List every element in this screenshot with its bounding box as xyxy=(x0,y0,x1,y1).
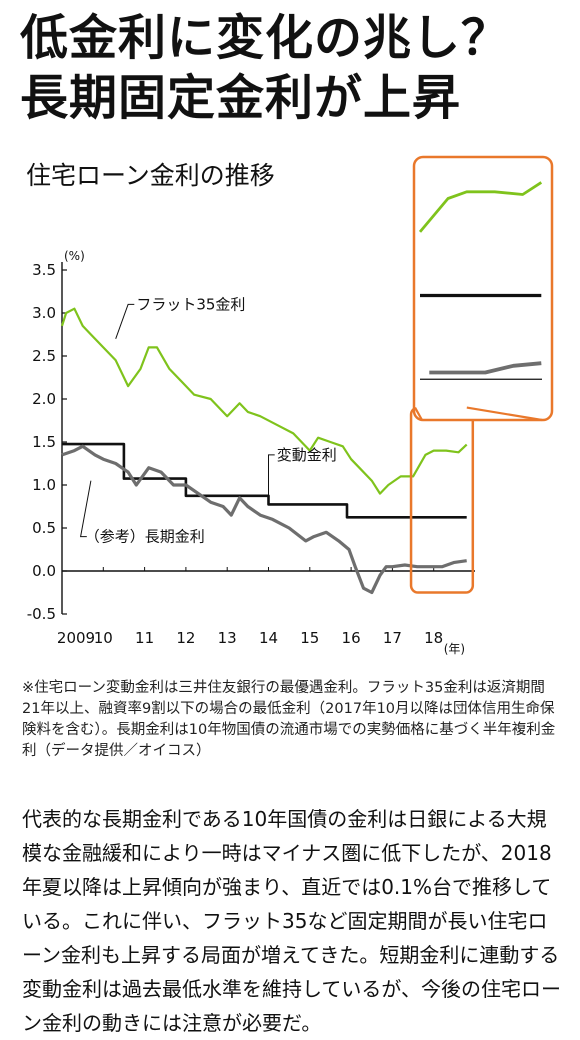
x-unit-label: (年) xyxy=(444,642,465,656)
inset-connector-right xyxy=(466,406,543,422)
y-unit-label: (%) xyxy=(64,249,85,263)
y-tick-label: 0.5 xyxy=(32,519,56,537)
y-tick-label: 2.5 xyxy=(32,347,56,365)
x-tick-label: 10 xyxy=(94,629,113,647)
headline-line-1: 低金利に変化の兆し？ xyxy=(20,10,511,66)
y-tick-label: 1.0 xyxy=(32,476,56,494)
chart-footnote: ※住宅ローン変動金利は三井住友銀行の最優遇金利。フラット35金利は返済期間21年… xyxy=(22,680,556,759)
x-tick-label: 18 xyxy=(424,629,443,647)
inset-flat35-line xyxy=(418,181,543,233)
y-tick-label: 3.5 xyxy=(32,261,56,279)
variable-leader-line xyxy=(268,454,275,498)
chart-subtitle: 住宅ローン金利の推移 xyxy=(26,161,275,190)
headline-line-2: 長期固定金利が上昇 xyxy=(20,70,462,126)
chart-series xyxy=(60,307,468,595)
zoom-inset xyxy=(409,155,554,594)
x-tick-label: 14 xyxy=(259,629,278,647)
series-longterm-line xyxy=(61,444,467,595)
x-tick-label: 12 xyxy=(176,629,195,647)
variable-label: 変動金利 xyxy=(277,446,337,464)
x-tick-label: 11 xyxy=(135,629,154,647)
x-tick-label: 13 xyxy=(218,629,237,647)
y-tick-label: 3.0 xyxy=(32,304,56,322)
inset-box xyxy=(412,155,554,422)
longterm-label: （参考）長期金利 xyxy=(85,528,205,546)
flat35-label: フラット35金利 xyxy=(136,295,245,313)
highlight-box xyxy=(409,406,475,594)
x-tick-label: 17 xyxy=(383,629,402,647)
x-tick-label: 15 xyxy=(300,629,319,647)
y-tick-label: 0.0 xyxy=(32,562,56,580)
series-variable-line xyxy=(62,442,467,519)
y-tick-label: 2.0 xyxy=(32,390,56,408)
longterm-leader-line xyxy=(79,480,92,538)
flat35-leader-line xyxy=(115,303,135,339)
inset-longterm-line xyxy=(429,361,542,375)
x-tick-label: 16 xyxy=(342,629,361,647)
headline: 低金利に変化の兆し？ 長期固定金利が上昇 xyxy=(20,8,570,128)
series-flat35-line xyxy=(60,307,468,495)
y-tick-label: 1.5 xyxy=(32,433,56,451)
x-tick-label: 2009 xyxy=(57,629,95,647)
article-body: 代表的な長期金利である10年国債の金利は日銀による大規模な金融緩和により一時はマ… xyxy=(22,807,561,1035)
inset-connector-left xyxy=(414,407,423,421)
y-tick-label: -0.5 xyxy=(27,605,56,623)
